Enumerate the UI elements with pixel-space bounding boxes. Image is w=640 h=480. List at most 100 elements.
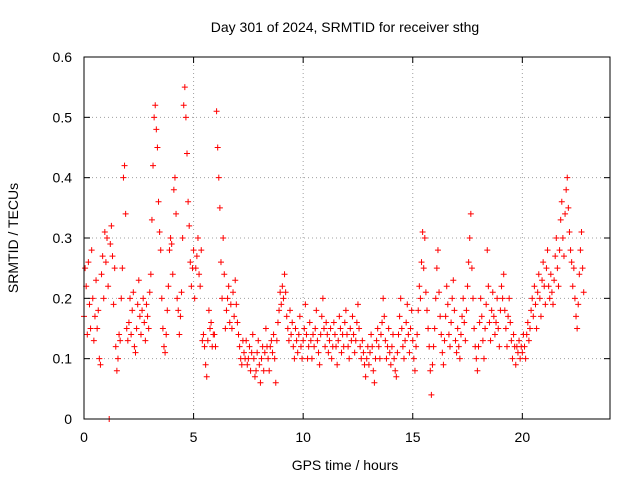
- data-point: [486, 319, 493, 326]
- data-point: [187, 259, 194, 266]
- data-point: [323, 319, 330, 326]
- data-point: [325, 349, 332, 356]
- data-point: [468, 265, 475, 272]
- data-point: [219, 295, 226, 302]
- data-point: [508, 337, 515, 344]
- data-point: [186, 222, 193, 229]
- data-point: [198, 247, 205, 254]
- data-point: [467, 210, 474, 217]
- data-point: [227, 301, 234, 308]
- data-point: [536, 295, 543, 302]
- data-point: [223, 307, 230, 314]
- data-point: [283, 313, 290, 320]
- data-point: [254, 349, 261, 356]
- data-point: [291, 355, 298, 362]
- data-point: [352, 337, 359, 344]
- data-point: [449, 295, 456, 302]
- data-point: [97, 361, 104, 368]
- data-point: [320, 325, 327, 332]
- data-point: [417, 295, 424, 302]
- data-point: [135, 277, 142, 284]
- axis-tick-labels: 0 0.1 0.2 0.3 0.4 0.5 0.6 0 5 10 15 20: [53, 49, 531, 445]
- data-point: [533, 325, 540, 332]
- data-point: [322, 343, 329, 350]
- data-point: [359, 337, 366, 344]
- data-point: [440, 361, 447, 368]
- data-point: [290, 343, 297, 350]
- data-point: [157, 247, 164, 254]
- data-point: [423, 307, 430, 314]
- data-point: [448, 319, 455, 326]
- data-point: [464, 283, 471, 290]
- data-point: [354, 301, 361, 308]
- data-point: [452, 337, 459, 344]
- data-point: [400, 355, 407, 362]
- data-point: [403, 319, 410, 326]
- data-point: [548, 289, 555, 296]
- data-point: [447, 343, 454, 350]
- data-point: [500, 271, 507, 278]
- data-point: [177, 313, 184, 320]
- data-point: [99, 253, 106, 260]
- data-point: [552, 253, 559, 260]
- data-point: [342, 307, 349, 314]
- data-point: [125, 319, 132, 326]
- data-point: [272, 379, 279, 386]
- data-point: [248, 349, 255, 356]
- data-point: [179, 235, 186, 241]
- data-point: [250, 355, 257, 362]
- data-point: [171, 174, 178, 181]
- data-point: [94, 325, 101, 332]
- data-point: [565, 204, 572, 211]
- data-point: [211, 331, 218, 338]
- data-point: [489, 289, 496, 296]
- data-point: [306, 319, 313, 326]
- data-point: [111, 265, 118, 272]
- x-tick-label: 15: [405, 429, 421, 445]
- data-point: [212, 343, 219, 350]
- data-point: [543, 265, 550, 272]
- data-point: [90, 337, 97, 344]
- data-point: [445, 331, 452, 338]
- data-point: [506, 295, 513, 302]
- data-point: [523, 331, 530, 338]
- data-point: [98, 271, 105, 278]
- data-point: [505, 313, 512, 320]
- data-point: [465, 259, 472, 266]
- data-point: [175, 307, 182, 314]
- data-point: [577, 247, 584, 254]
- data-point: [274, 319, 281, 326]
- data-point: [112, 343, 119, 350]
- data-point: [160, 343, 167, 350]
- data-point: [546, 295, 553, 302]
- data-point: [396, 313, 403, 320]
- data-point: [302, 301, 309, 308]
- data-point: [375, 343, 382, 350]
- data-point: [207, 325, 214, 332]
- data-point: [478, 313, 485, 320]
- data-point: [365, 361, 372, 368]
- data-point: [312, 325, 319, 332]
- data-point: [409, 337, 416, 344]
- data-point: [390, 331, 397, 338]
- data-point: [167, 235, 174, 241]
- data-point: [499, 295, 506, 302]
- data-point: [510, 331, 517, 338]
- data-point: [455, 343, 462, 350]
- data-point: [570, 265, 577, 272]
- data-point: [580, 289, 587, 296]
- data-point: [311, 343, 318, 350]
- data-point: [461, 319, 468, 326]
- data-point: [406, 349, 413, 356]
- data-point: [164, 307, 171, 314]
- data-point: [289, 319, 296, 326]
- data-point: [443, 283, 450, 290]
- data-point: [184, 150, 191, 157]
- data-point: [190, 247, 197, 254]
- data-point: [158, 295, 165, 302]
- data-point: [104, 235, 111, 241]
- data-point: [336, 313, 343, 320]
- data-point: [421, 235, 428, 241]
- data-point: [540, 259, 547, 266]
- data-point: [121, 162, 128, 169]
